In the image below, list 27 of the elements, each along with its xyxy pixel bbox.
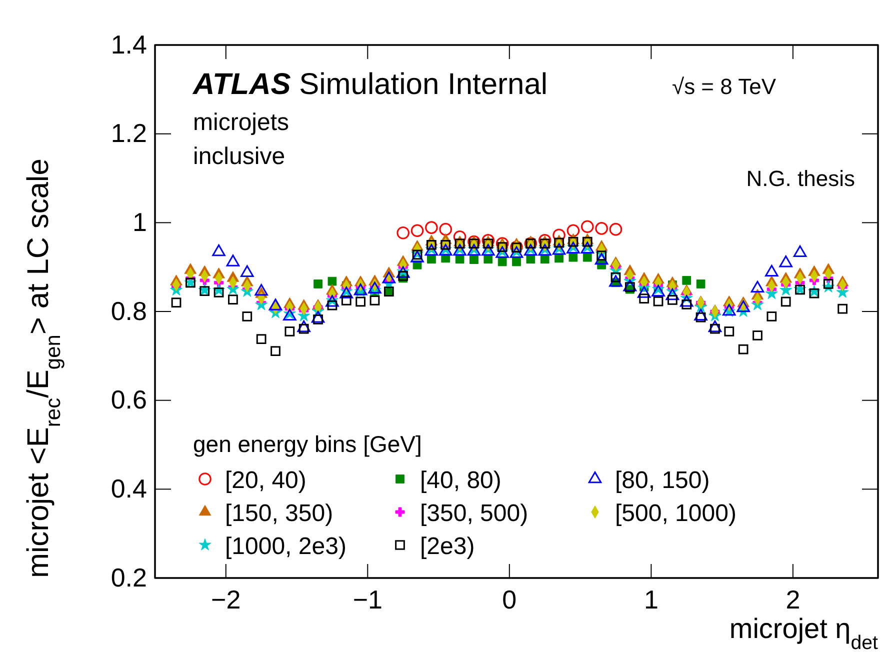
y-tick-label: 0.2 [110, 562, 147, 592]
legend-label: [2e3) [420, 533, 475, 560]
annotation: √s = 8 TeV [672, 74, 776, 99]
legend-label: [1000, 2e3) [225, 533, 346, 560]
y-tick-label: 1.2 [110, 118, 147, 148]
annotation: inclusive [193, 143, 286, 170]
x-tick-label: 0 [502, 584, 517, 614]
legend-label: [150, 350) [225, 500, 334, 527]
legend-label: [20, 40) [225, 467, 306, 494]
x-tick-label: 2 [786, 584, 800, 614]
y-tick-label: 0.6 [110, 384, 147, 415]
y-tick-label: 1.4 [110, 29, 147, 60]
legend-title: gen energy bins [GeV] [193, 431, 422, 457]
y-tick-label: 0.8 [110, 296, 147, 326]
x-axis-title: microjet η$_{det}$ [729, 613, 879, 652]
legend-label: [80, 150) [615, 467, 710, 494]
y-tick-label: 1 [132, 206, 147, 237]
x-tick-label: −2 [211, 584, 241, 614]
legend-label: [40, 80) [420, 467, 502, 494]
annotation: microjets [193, 109, 290, 136]
legend-label: [500, 1000) [615, 500, 736, 527]
x-tick-label: 1 [644, 584, 658, 614]
x-tick-label: −1 [352, 584, 382, 614]
legend-label: [350, 500) [420, 500, 528, 527]
text: ATLAS Simulation Internal [192, 68, 548, 101]
annotation: N.G. thesis [746, 166, 855, 191]
y-tick-label: 0.4 [110, 473, 147, 504]
